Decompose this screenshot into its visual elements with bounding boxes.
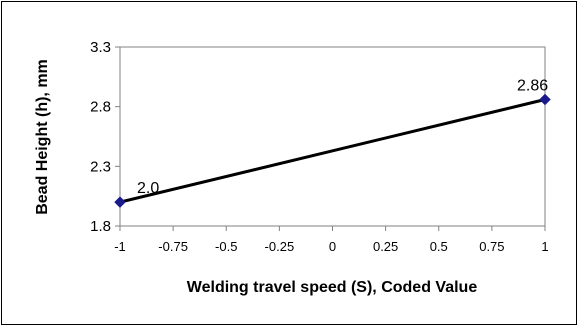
data-point: [539, 93, 551, 106]
x-axis-title: Welding travel speed (S), Coded Value: [187, 279, 478, 296]
x-tick-label: 0.5: [430, 239, 448, 254]
x-tick-label: -1: [114, 239, 126, 254]
y-tick-label: 2.3: [90, 158, 111, 175]
x-tick-label: 1: [541, 239, 548, 254]
x-tick-label: -0.25: [265, 239, 295, 254]
data-label: 2.0: [137, 180, 159, 197]
data-label: 2.86: [517, 78, 548, 95]
y-tick-label: 2.8: [90, 99, 111, 116]
x-tick-label: 0: [329, 239, 336, 254]
y-tick-label: 1.8: [90, 218, 111, 235]
x-tick-label: 0.25: [373, 239, 398, 254]
x-axis: -1 -0.75 -0.5 -0.25 0 0.25 0.5 0.75 1: [114, 226, 549, 254]
y-tick-label: 3.3: [90, 39, 111, 56]
x-tick-label: 0.75: [479, 239, 504, 254]
series-line: [119, 98, 546, 204]
series-layer: 2.0 2.86: [114, 78, 551, 208]
plot-area: [119, 46, 546, 227]
y-axis: 1.8 2.3 2.8 3.3: [90, 39, 120, 235]
x-tick-label: -0.75: [158, 239, 188, 254]
y-axis-title: Bead Height (h), mm: [34, 59, 51, 215]
data-point: [114, 196, 126, 208]
x-tick-label: -0.5: [215, 239, 237, 254]
